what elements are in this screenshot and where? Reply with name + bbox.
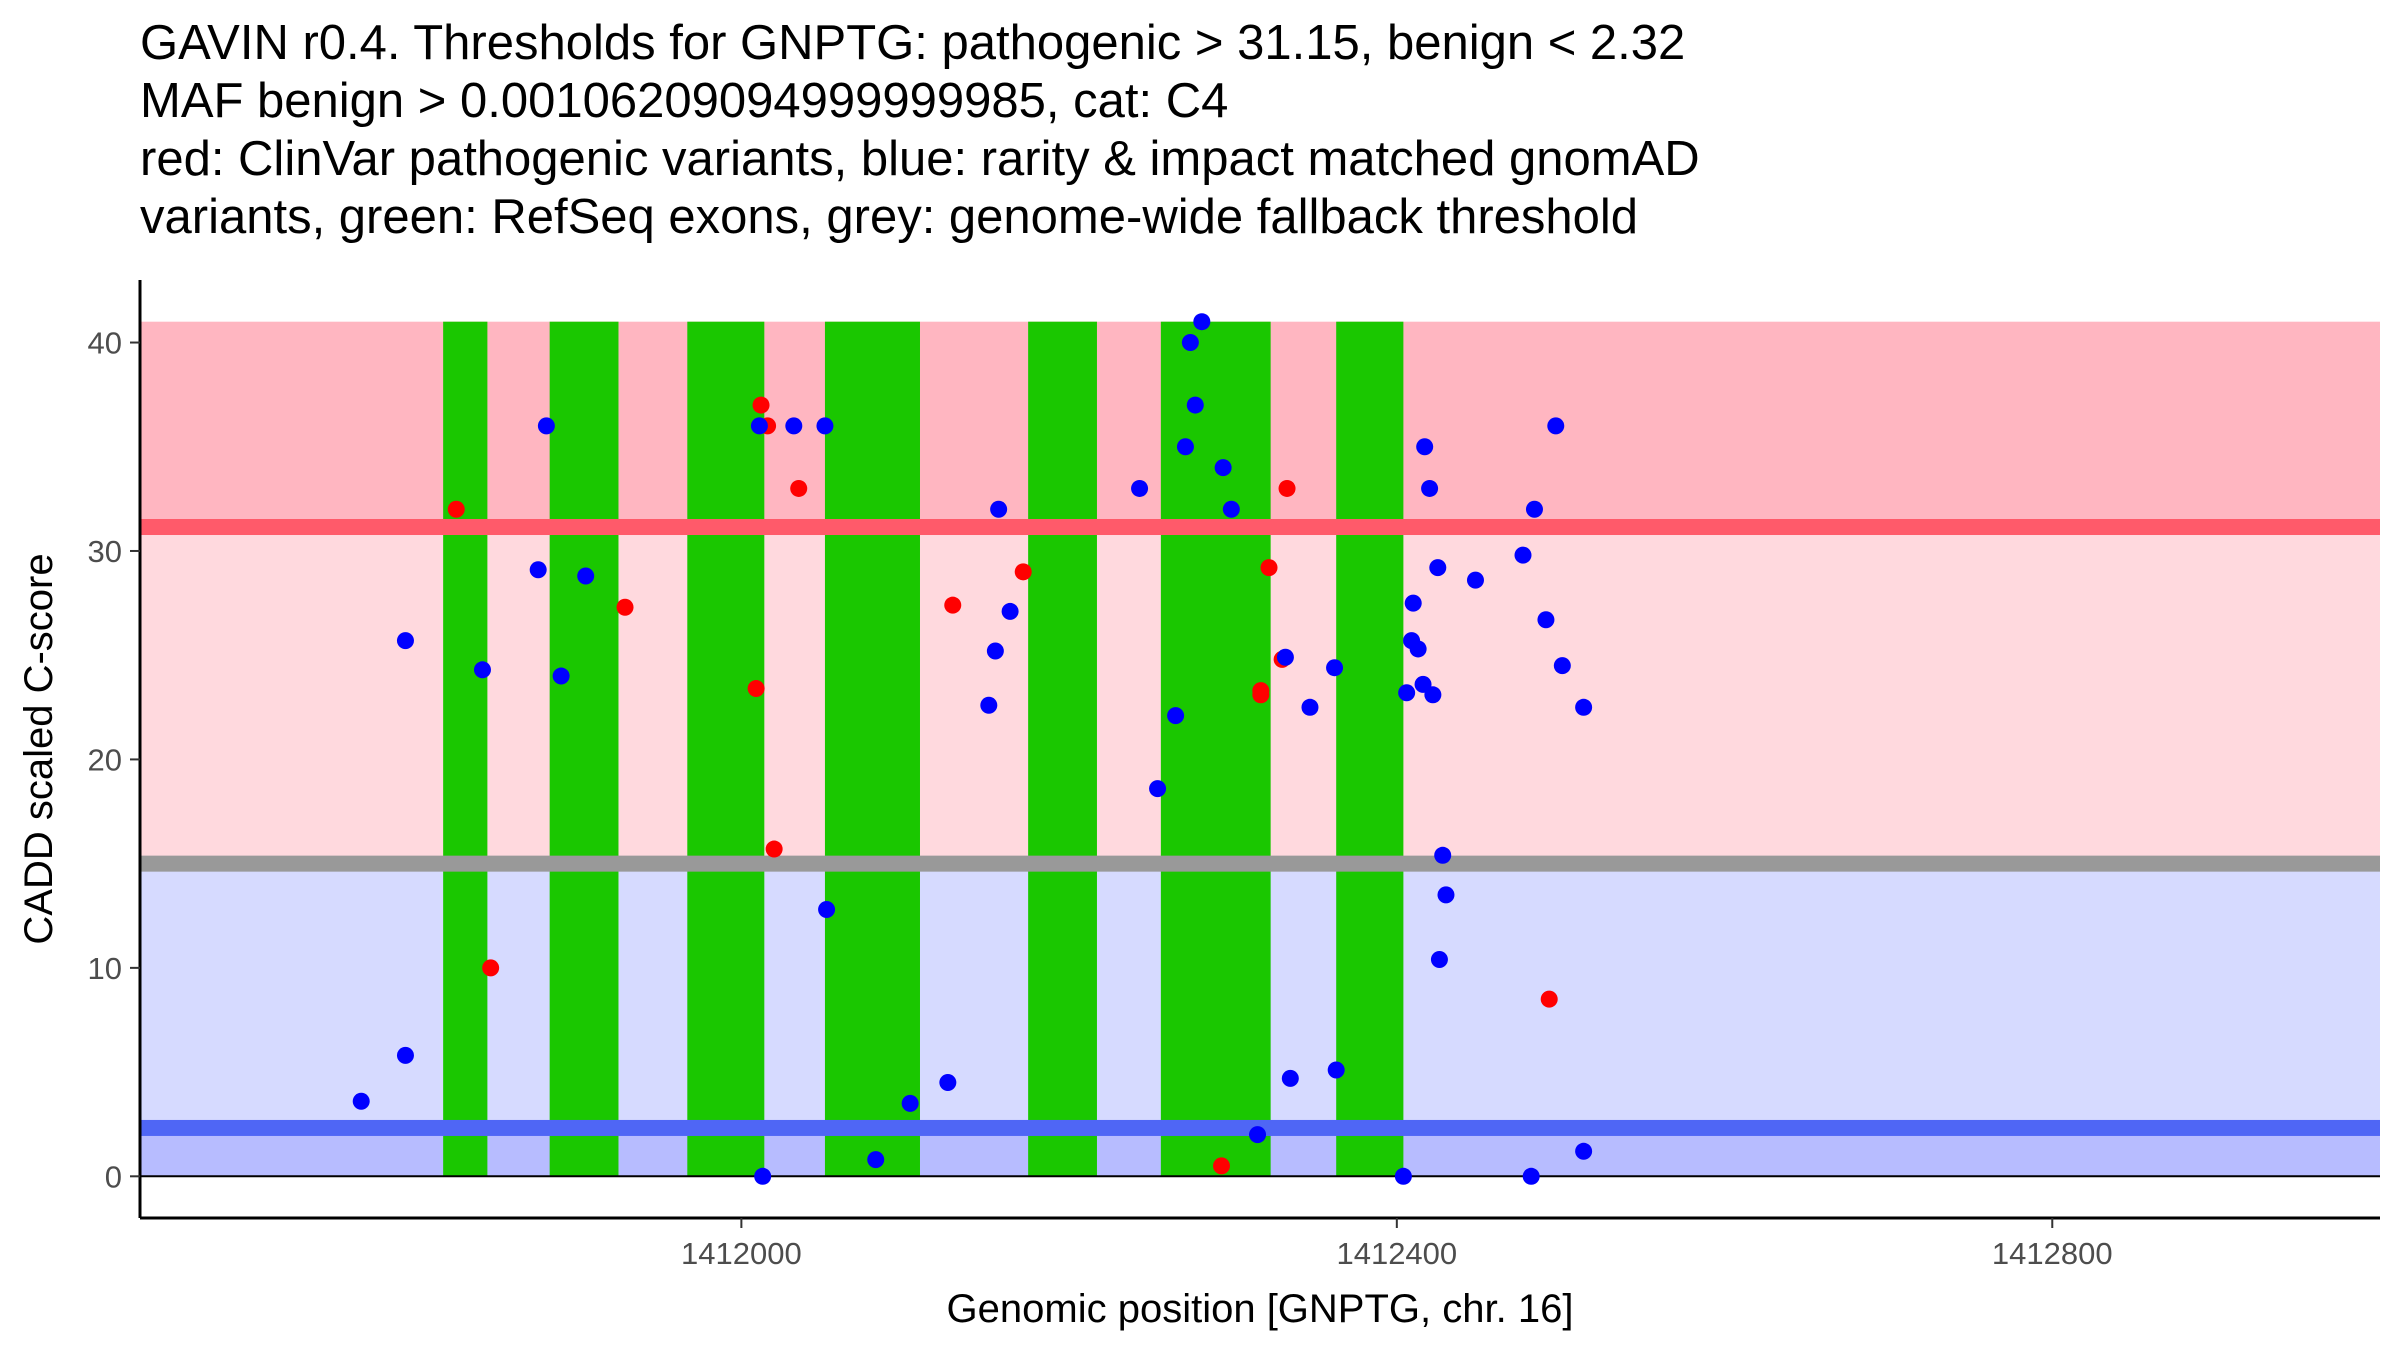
clinvar-point bbox=[765, 840, 783, 858]
gnomad-point bbox=[1301, 698, 1319, 716]
gnomad-point bbox=[1398, 684, 1416, 702]
gnomad-point bbox=[1547, 417, 1565, 435]
x-tick-label: 1412400 bbox=[1336, 1236, 1457, 1271]
gnomad-point bbox=[1404, 594, 1422, 612]
gnomad-point bbox=[1437, 886, 1455, 904]
gnomad-point bbox=[939, 1074, 957, 1092]
clinvar-point bbox=[616, 598, 634, 616]
gnomad-point bbox=[1193, 313, 1211, 331]
exon-3 bbox=[687, 321, 765, 1177]
axis-ticks: 0 10 20 30 40 1412000 1412400 1412800 bbox=[88, 326, 2113, 1271]
title-line-2: MAF benign > 0.00106209094999999985, cat… bbox=[140, 74, 1229, 128]
gnomad-point bbox=[537, 417, 555, 435]
axes bbox=[138, 280, 2380, 1220]
gnomad-point bbox=[1466, 571, 1484, 589]
y-tick-label: 30 bbox=[88, 534, 122, 569]
clinvar-point bbox=[752, 396, 770, 414]
gnomad-point bbox=[1222, 500, 1240, 518]
gnomad-point bbox=[867, 1151, 885, 1169]
title-line-1: GAVIN r0.4. Thresholds for GNPTG: pathog… bbox=[140, 16, 1686, 70]
threshold-lines bbox=[140, 519, 2380, 1178]
gnomad-point bbox=[396, 1046, 414, 1064]
gnomad-point bbox=[552, 667, 570, 685]
gnomad-point bbox=[1430, 951, 1448, 969]
gnomad-point bbox=[750, 417, 768, 435]
x-tick-label: 1412800 bbox=[1992, 1236, 2113, 1271]
gnomad-point bbox=[980, 696, 998, 714]
y-tick-label: 10 bbox=[88, 951, 122, 986]
clinvar-point bbox=[1212, 1157, 1230, 1175]
gnomad-point bbox=[1522, 1167, 1540, 1185]
clinvar-point bbox=[1540, 990, 1558, 1008]
gnomad-point bbox=[1416, 438, 1434, 456]
gnomad-point bbox=[529, 561, 547, 579]
gnomad-point bbox=[1575, 1142, 1593, 1160]
gnomad-point bbox=[577, 567, 595, 585]
exon-bars bbox=[443, 321, 1404, 1177]
clinvar-point bbox=[1252, 686, 1270, 704]
exon-5 bbox=[1028, 321, 1097, 1177]
data-points bbox=[352, 313, 1593, 1185]
x-axis-label: Genomic position [GNPTG, chr. 16] bbox=[947, 1287, 1574, 1331]
clinvar-point bbox=[747, 680, 765, 698]
gnomad-point bbox=[1434, 846, 1452, 864]
title-line-4: variants, green: RefSeq exons, grey: gen… bbox=[140, 190, 1639, 244]
gnomad-point bbox=[1131, 479, 1149, 497]
genome-wide-fallback-threshold-line bbox=[140, 855, 2380, 872]
gnomad-point bbox=[818, 901, 836, 919]
gnomad-point bbox=[1421, 479, 1439, 497]
clinvar-point bbox=[944, 596, 962, 614]
gnomad-point bbox=[1575, 698, 1593, 716]
gnomad-point bbox=[1181, 334, 1199, 352]
gnomad-point bbox=[1514, 546, 1532, 564]
gnomad-point bbox=[1186, 396, 1204, 414]
y-tick-label: 40 bbox=[88, 326, 122, 361]
gnomad-point bbox=[1326, 659, 1344, 677]
title-line-3: red: ClinVar pathogenic variants, blue: … bbox=[140, 132, 1700, 186]
gnomad-point bbox=[352, 1092, 370, 1110]
gnomad-point bbox=[1214, 459, 1232, 477]
gnomad-point bbox=[1167, 707, 1185, 725]
gnomad-point bbox=[1176, 438, 1194, 456]
clinvar-point bbox=[1014, 563, 1032, 581]
pathogenic-threshold-line bbox=[140, 519, 2380, 536]
gnomad-point bbox=[1525, 500, 1543, 518]
gnomad-point bbox=[1281, 1069, 1299, 1087]
exon-1 bbox=[443, 321, 488, 1177]
gnomad-point bbox=[1424, 686, 1442, 704]
gnomad-point bbox=[785, 417, 803, 435]
gnomad-point bbox=[1149, 780, 1167, 798]
gnomad-point bbox=[1429, 559, 1447, 577]
gnomad-point bbox=[901, 1094, 919, 1112]
clinvar-point bbox=[1260, 559, 1278, 577]
exon-4 bbox=[824, 321, 920, 1177]
clinvar-point bbox=[1278, 479, 1296, 497]
gnomad-point bbox=[396, 632, 414, 650]
clinvar-point bbox=[447, 500, 465, 518]
gnomad-point bbox=[1327, 1061, 1345, 1079]
gnomad-point bbox=[1553, 657, 1571, 675]
gnomad-point bbox=[473, 661, 491, 679]
gnomad-point bbox=[816, 417, 834, 435]
y-tick-label: 0 bbox=[105, 1159, 122, 1194]
exon-2 bbox=[549, 321, 619, 1177]
gnomad-point bbox=[754, 1167, 772, 1185]
gnomad-point bbox=[1409, 640, 1427, 658]
gnomad-point bbox=[1276, 648, 1294, 666]
y-axis-label: CADD scaled C-score bbox=[17, 553, 61, 944]
x-tick-label: 1412000 bbox=[681, 1236, 802, 1271]
gnomad-point bbox=[1249, 1126, 1267, 1144]
exon-7 bbox=[1336, 321, 1404, 1177]
exon-6 bbox=[1160, 321, 1271, 1177]
chart-title: GAVIN r0.4. Thresholds for GNPTG: pathog… bbox=[140, 14, 2380, 246]
gnomad-point bbox=[1394, 1167, 1412, 1185]
clinvar-point bbox=[790, 479, 808, 497]
gnomad-point bbox=[990, 500, 1008, 518]
y-tick-label: 20 bbox=[88, 742, 122, 777]
gnomad-point bbox=[1537, 611, 1555, 629]
gnomad-point bbox=[1001, 602, 1019, 620]
gnomad-point bbox=[986, 642, 1004, 660]
clinvar-point bbox=[482, 959, 500, 977]
